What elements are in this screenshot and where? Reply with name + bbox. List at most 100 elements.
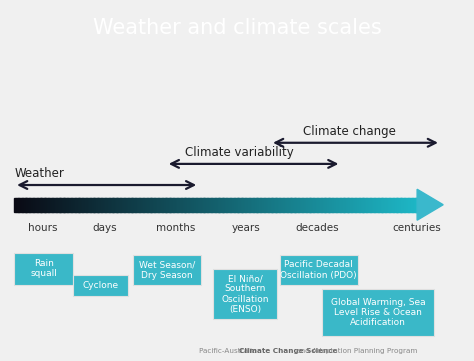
- Bar: [82, 198, 84, 212]
- Bar: [137, 198, 138, 212]
- Bar: [48, 198, 50, 212]
- Bar: [187, 198, 189, 212]
- Bar: [294, 198, 296, 212]
- Bar: [281, 198, 283, 212]
- Bar: [293, 198, 295, 212]
- Bar: [145, 198, 146, 212]
- Bar: [172, 198, 173, 212]
- Bar: [196, 198, 198, 212]
- Bar: [411, 198, 413, 212]
- Text: months: months: [155, 223, 195, 233]
- Text: Weather: Weather: [14, 167, 64, 180]
- Bar: [372, 198, 374, 212]
- Bar: [325, 198, 327, 212]
- Bar: [33, 198, 35, 212]
- Bar: [179, 198, 181, 212]
- Bar: [334, 198, 336, 212]
- Bar: [120, 198, 122, 212]
- Text: Weather and climate scales: Weather and climate scales: [92, 18, 382, 38]
- Bar: [319, 198, 320, 212]
- FancyBboxPatch shape: [14, 253, 73, 285]
- Bar: [150, 198, 152, 212]
- Bar: [337, 198, 339, 212]
- Bar: [190, 198, 191, 212]
- Bar: [16, 198, 18, 212]
- Bar: [353, 198, 355, 212]
- Bar: [374, 198, 376, 212]
- Bar: [36, 198, 38, 212]
- Bar: [256, 198, 258, 212]
- Bar: [174, 198, 176, 212]
- Bar: [195, 198, 197, 212]
- Bar: [37, 198, 39, 212]
- Bar: [276, 198, 278, 212]
- Bar: [47, 198, 49, 212]
- Text: Cyclone: Cyclone: [82, 281, 119, 290]
- Bar: [347, 198, 349, 212]
- Bar: [320, 198, 322, 212]
- Bar: [94, 198, 96, 212]
- Bar: [316, 198, 318, 212]
- Bar: [105, 198, 107, 212]
- Bar: [177, 198, 179, 212]
- Bar: [146, 198, 148, 212]
- Bar: [257, 198, 259, 212]
- Bar: [22, 198, 24, 212]
- Bar: [71, 198, 73, 212]
- Bar: [214, 198, 216, 212]
- Bar: [309, 198, 311, 212]
- Bar: [97, 198, 99, 212]
- Bar: [232, 198, 234, 212]
- Bar: [389, 198, 391, 212]
- Bar: [59, 198, 61, 212]
- Bar: [401, 198, 403, 212]
- Bar: [132, 198, 134, 212]
- Bar: [127, 198, 129, 212]
- Bar: [236, 198, 237, 212]
- Bar: [112, 198, 114, 212]
- Bar: [391, 198, 392, 212]
- Bar: [292, 198, 293, 212]
- Bar: [358, 198, 360, 212]
- Bar: [369, 198, 371, 212]
- Bar: [225, 198, 227, 212]
- Bar: [245, 198, 247, 212]
- Bar: [219, 198, 221, 212]
- Bar: [312, 198, 314, 212]
- Bar: [67, 198, 69, 212]
- Bar: [63, 198, 65, 212]
- Bar: [297, 198, 299, 212]
- Bar: [206, 198, 208, 212]
- Bar: [376, 198, 377, 212]
- Bar: [109, 198, 111, 212]
- Bar: [218, 198, 220, 212]
- Bar: [115, 198, 117, 212]
- Text: Rain
squall: Rain squall: [30, 259, 57, 278]
- Bar: [96, 198, 98, 212]
- Bar: [259, 198, 261, 212]
- Bar: [324, 198, 326, 212]
- Bar: [229, 198, 231, 212]
- Bar: [108, 198, 110, 212]
- Bar: [367, 198, 369, 212]
- Bar: [217, 198, 219, 212]
- Bar: [282, 198, 284, 212]
- Bar: [131, 198, 133, 212]
- Bar: [168, 198, 170, 212]
- Bar: [107, 198, 109, 212]
- Bar: [83, 198, 85, 212]
- Bar: [323, 198, 325, 212]
- Bar: [395, 198, 397, 212]
- Bar: [359, 198, 361, 212]
- Text: decades: decades: [296, 223, 339, 233]
- FancyBboxPatch shape: [213, 269, 277, 319]
- Bar: [204, 198, 206, 212]
- Bar: [407, 198, 409, 212]
- Bar: [301, 198, 303, 212]
- Bar: [54, 198, 55, 212]
- Bar: [100, 198, 101, 212]
- Bar: [392, 198, 394, 212]
- Bar: [50, 198, 51, 212]
- Bar: [252, 198, 254, 212]
- Bar: [385, 198, 387, 212]
